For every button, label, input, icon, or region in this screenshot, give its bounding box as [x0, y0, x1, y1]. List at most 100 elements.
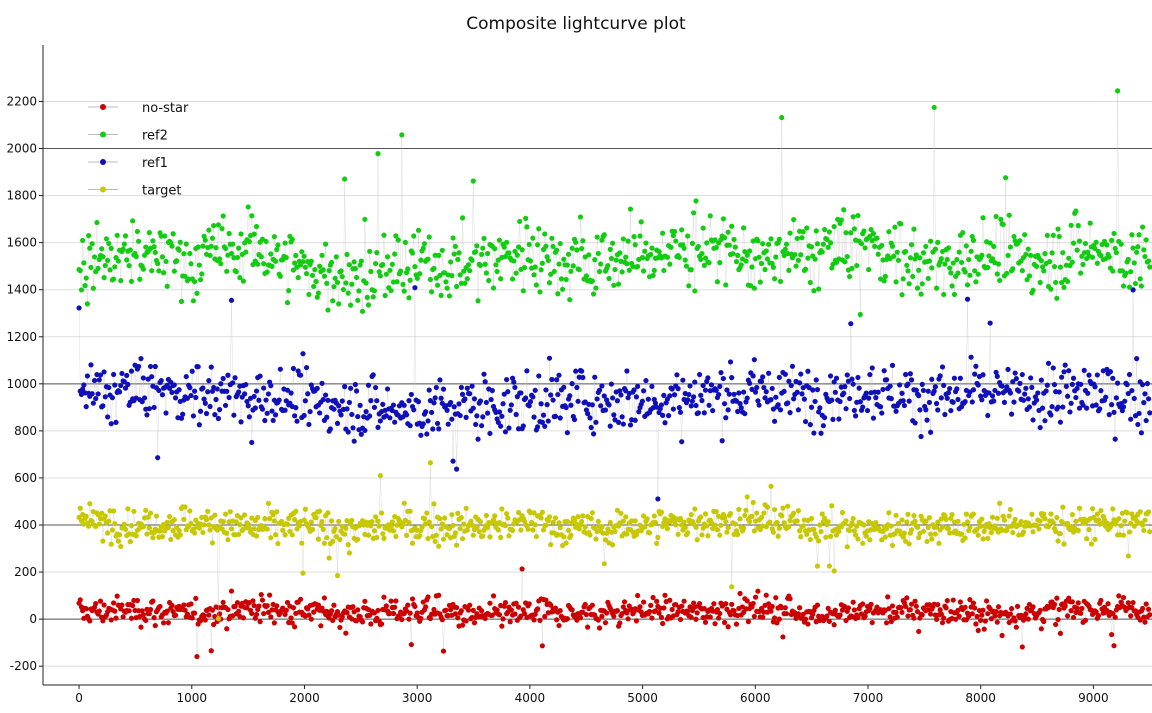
data-point — [689, 240, 696, 246]
data-point — [623, 514, 629, 520]
data-point — [972, 371, 978, 377]
data-point — [1055, 616, 1061, 623]
data-point — [858, 241, 865, 247]
data-point — [1028, 252, 1034, 259]
data-point — [459, 391, 466, 397]
data-point — [661, 267, 667, 274]
data-point — [842, 384, 848, 390]
data-point — [537, 617, 543, 623]
data-point — [1094, 260, 1100, 266]
data-point — [811, 430, 817, 436]
data-point — [164, 283, 170, 289]
data-point — [918, 291, 924, 297]
data-point — [1125, 553, 1131, 559]
data-point — [401, 288, 407, 294]
data-point — [973, 279, 979, 285]
data-point — [208, 243, 214, 249]
data-point — [427, 276, 434, 283]
data-point — [271, 518, 277, 524]
data-point — [446, 525, 453, 532]
data-point — [755, 398, 761, 404]
data-point — [128, 522, 135, 529]
data-point — [344, 406, 350, 412]
data-point — [1068, 222, 1074, 228]
data-point — [968, 248, 974, 254]
data-point — [399, 616, 405, 623]
data-point — [1030, 417, 1036, 423]
data-point — [749, 513, 755, 519]
data-point — [893, 279, 899, 285]
data-point — [995, 604, 1002, 610]
data-point — [268, 251, 274, 257]
data-point — [196, 525, 202, 531]
data-point — [1103, 394, 1109, 400]
data-point — [926, 258, 933, 264]
data-point — [262, 516, 268, 522]
data-point — [87, 245, 93, 251]
data-point — [484, 250, 491, 257]
data-point — [1140, 605, 1146, 612]
data-point — [290, 267, 297, 273]
data-point — [667, 261, 673, 267]
data-point — [682, 257, 688, 263]
data-point — [89, 241, 95, 247]
data-point — [439, 247, 445, 253]
data-point — [650, 272, 656, 279]
data-point — [997, 277, 1003, 284]
data-point — [196, 262, 202, 268]
data-point — [202, 617, 208, 623]
data-point — [569, 381, 575, 387]
data-point — [580, 238, 586, 244]
data-point — [673, 522, 679, 528]
data-point — [388, 598, 394, 604]
data-point — [1028, 375, 1034, 381]
data-point — [172, 395, 179, 401]
data-point — [988, 530, 994, 536]
data-point — [532, 522, 538, 528]
data-point — [388, 523, 394, 530]
data-point — [458, 608, 464, 614]
data-point — [433, 532, 439, 538]
data-point — [1111, 409, 1117, 415]
data-point — [95, 391, 101, 397]
data-point — [162, 233, 168, 239]
data-point — [534, 606, 541, 612]
data-point — [955, 518, 961, 524]
legend-item-ref1: ref1 — [88, 156, 168, 171]
data-point — [1049, 250, 1055, 256]
data-point — [1142, 517, 1148, 523]
data-point — [524, 368, 530, 374]
data-point — [321, 595, 328, 601]
data-point — [643, 240, 649, 246]
data-point — [1012, 370, 1018, 376]
data-point — [537, 289, 543, 295]
data-point — [1055, 404, 1061, 410]
data-point — [1082, 617, 1089, 623]
data-point — [620, 236, 626, 242]
data-point — [561, 384, 567, 390]
data-point — [203, 410, 210, 417]
data-point — [280, 527, 286, 533]
data-point — [467, 268, 473, 274]
data-point — [1008, 606, 1015, 612]
data-point — [470, 178, 476, 184]
data-point — [631, 387, 637, 393]
data-point — [143, 507, 149, 513]
data-point — [894, 614, 900, 620]
data-point — [575, 398, 581, 404]
data-point — [95, 265, 101, 271]
data-point — [613, 257, 619, 263]
data-point — [112, 264, 118, 270]
data-point — [271, 234, 277, 240]
data-point — [502, 429, 509, 435]
data-point — [620, 421, 626, 427]
data-point — [766, 370, 772, 376]
data-point — [138, 624, 144, 630]
data-point — [1051, 264, 1058, 270]
data-point — [169, 389, 175, 395]
data-point — [713, 387, 719, 393]
data-point — [658, 402, 665, 408]
data-point — [683, 263, 690, 269]
data-point — [533, 533, 539, 540]
data-point — [418, 432, 424, 438]
